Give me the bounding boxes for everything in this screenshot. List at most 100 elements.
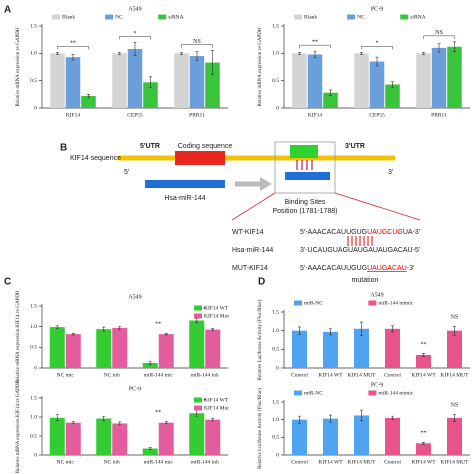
error-bar: [211, 50, 214, 75]
bar: [323, 92, 338, 108]
error-bar: [453, 41, 456, 52]
bar: [292, 53, 307, 108]
legend-label: KIF14 WT: [204, 397, 229, 403]
y-tick-label: 1.0: [272, 51, 279, 57]
legend-label: KIF14 WT: [204, 305, 229, 311]
legend-label: miR-NC: [304, 390, 323, 396]
y-axis-label: Relative Luciferase Activity (Fluc/Rluc): [258, 299, 263, 380]
y-axis-label: Relative mRNA expression KIF14 vs GAPDH: [16, 290, 21, 384]
error-bar: [148, 361, 152, 365]
annotation: **: [155, 410, 161, 416]
error-bar: [87, 94, 90, 98]
panel-label: A: [4, 5, 11, 16]
bar: [96, 418, 112, 455]
error-bar: [298, 326, 301, 335]
y-tick-label: 0: [276, 452, 279, 458]
error-bar: [149, 76, 152, 89]
annotation: *: [203, 399, 206, 405]
x-tick-label: KIF14 WT: [318, 459, 343, 465]
legend-swatch: [158, 14, 167, 20]
x-tick-label: CEP55: [127, 112, 143, 118]
bar: [143, 82, 158, 108]
error-bar: [102, 415, 106, 422]
label: 3': [388, 169, 393, 176]
panel-label: B: [60, 143, 67, 154]
row-label: MUT-KIF14: [232, 265, 268, 272]
x-tick-label: KIF14 WT: [411, 372, 436, 378]
y-axis-label: Relative mRNA expression vs GAPDH: [258, 27, 263, 106]
error-bar: [55, 414, 59, 422]
bar: [65, 422, 81, 455]
x-tick-label: KIF14 WT: [318, 372, 343, 378]
bar: [369, 61, 385, 108]
error-bar: [118, 325, 122, 330]
bar: [158, 334, 174, 368]
x-tick-label: NC inh: [104, 372, 120, 378]
sequence-part: 5'-AAACACAUUGUG: [300, 229, 367, 236]
sequence: 5'-AAACACAUUGUGUAUGACAU-3': [300, 265, 414, 272]
legend-swatch: [52, 14, 60, 20]
bar: [292, 419, 307, 455]
error-bar: [313, 50, 317, 59]
error-bar: [360, 321, 363, 336]
bar: [385, 417, 400, 455]
error-bar: [164, 332, 168, 336]
bar: [205, 62, 220, 108]
sequence: 5'-AAACACAUUGUGUAUGCUGUA-3': [300, 229, 420, 236]
chart-title: PC-9: [371, 6, 383, 12]
error-bar: [195, 51, 199, 61]
bar: [431, 47, 447, 108]
error-bar: [133, 42, 137, 56]
site-box: [290, 145, 318, 158]
sequence-part: -3': [407, 265, 415, 272]
error-bar: [180, 51, 183, 55]
bar: [112, 423, 128, 455]
x-tick-label: KIF14: [308, 112, 323, 118]
legend-swatch: [294, 390, 302, 396]
legend-label: Blank: [62, 14, 75, 20]
bar: [81, 95, 96, 108]
error-bar: [360, 51, 363, 55]
error-bar: [56, 51, 59, 55]
y-tick-label: 1.0: [272, 417, 279, 423]
error-bar: [71, 332, 75, 336]
bar: [49, 417, 65, 455]
bar: [354, 53, 369, 108]
bar: [142, 363, 158, 368]
error-bar: [148, 447, 152, 450]
bar: [96, 329, 112, 368]
zoom-lines: [231, 192, 421, 221]
legend-label: Blank: [304, 14, 317, 20]
y-tick-label: 0.5: [272, 347, 279, 353]
bar: [447, 417, 462, 455]
bar: [205, 419, 221, 455]
bar: [189, 320, 205, 368]
label: Position (1781-1788): [273, 208, 338, 215]
bracket: [119, 36, 151, 40]
y-tick-label: 1.0: [30, 324, 37, 330]
legend-swatch: [294, 14, 302, 20]
label: Hsa-miR-144: [164, 195, 205, 202]
error-bar: [329, 414, 332, 423]
y-tick-label: 1.5: [30, 395, 37, 401]
legend-label: NC: [357, 14, 365, 20]
bar: [416, 354, 431, 368]
x-tick-label: Control: [291, 372, 308, 378]
sequence-part: UAUGACAU: [367, 265, 407, 272]
y-tick-label: 0.5: [30, 78, 37, 84]
error-bar: [375, 56, 379, 67]
y-axis-label: Relative Luciferase Activity (Fluc/Rluc): [258, 388, 263, 469]
bar: [174, 53, 189, 108]
legend-swatch: [368, 390, 377, 396]
bar: [354, 415, 369, 455]
chart-title: A549: [128, 294, 141, 300]
x-tick-label: NC mic: [57, 459, 75, 465]
y-axis-label: Relative mRNA expression KIF14 vs GAPDH: [16, 380, 21, 474]
panel-label: D: [258, 277, 265, 288]
annotation: NS: [193, 39, 201, 45]
legend-swatch: [194, 313, 202, 319]
annotation: **: [421, 431, 427, 437]
y-tick-label: 0: [34, 365, 37, 371]
legend-swatch: [105, 14, 114, 20]
bar: [158, 422, 174, 455]
